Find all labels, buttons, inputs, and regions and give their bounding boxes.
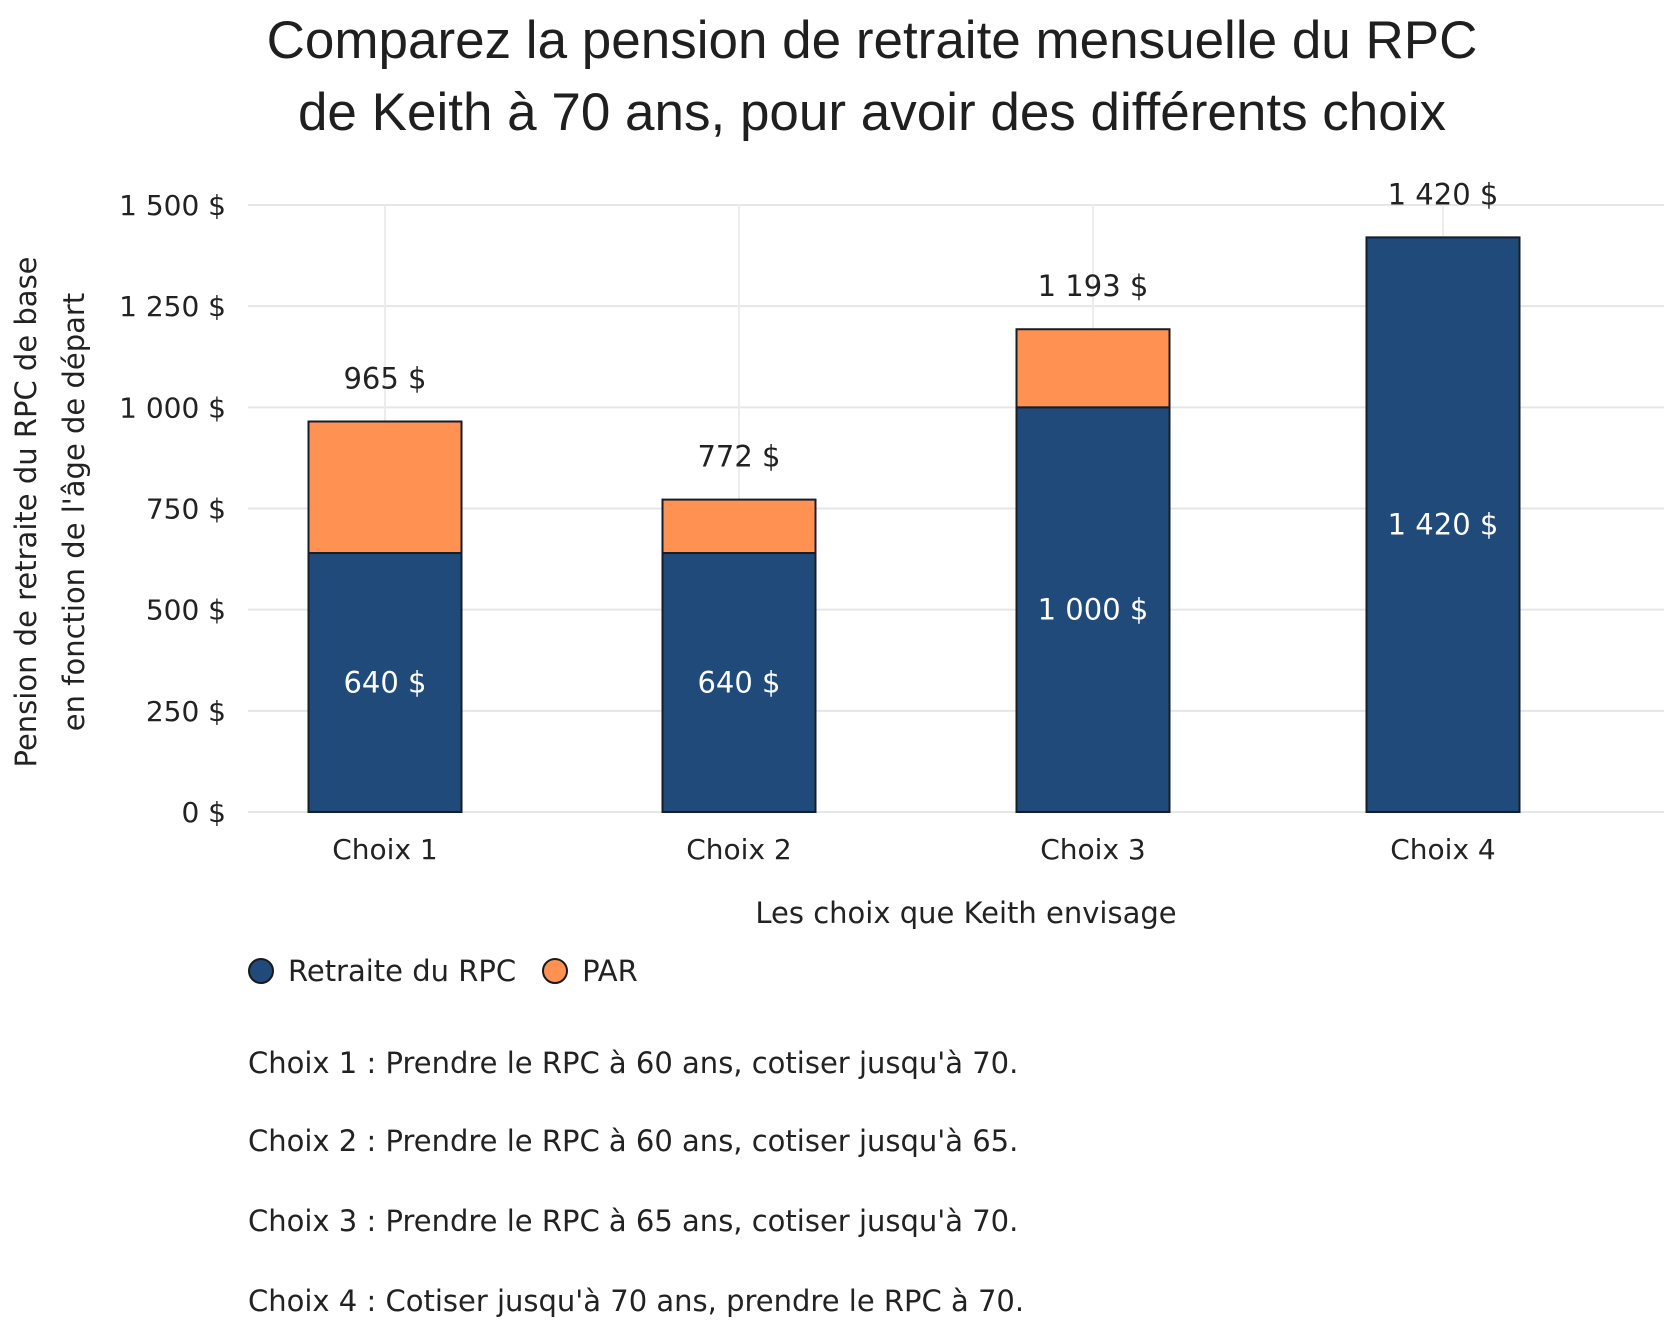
legend-swatch-par xyxy=(542,958,569,984)
bar-retraite-3 xyxy=(1015,406,1171,813)
y-tick-label-2: 500 $ xyxy=(146,594,226,627)
y-tick-label-1: 250 $ xyxy=(146,695,226,728)
chart-title-line-2: de Keith à 70 ans, pour avoir des différ… xyxy=(298,83,1446,142)
x-tick-label-3: Choix 3 xyxy=(1040,833,1146,866)
y-tick-label-6: 1 500 $ xyxy=(119,189,226,222)
note-choix-4: Choix 4 : Cotiser jusqu'à 70 ans, prendr… xyxy=(248,1284,1025,1318)
bar-par-3 xyxy=(1015,328,1171,409)
y-axis-title-line-1: Pension de retraite du RPC de base xyxy=(9,256,43,767)
x-tick-label-1: Choix 1 xyxy=(332,833,438,866)
y-tick-labels: 0 $ 250 $ 500 $ 750 $ 1 000 $ 1 250 $ 1 500 $ xyxy=(119,189,226,829)
bar-value-label-4: 1 420 $ xyxy=(1388,508,1499,542)
legend-label-par: PAR xyxy=(582,954,638,988)
x-axis-title: Les choix que Keith envisage xyxy=(755,896,1176,930)
legend-swatch-retraite xyxy=(248,958,274,984)
x-tick-label-2: Choix 2 xyxy=(686,833,792,866)
bar-retraite-1 xyxy=(307,552,463,813)
legend: Retraite du RPC PAR xyxy=(248,954,664,988)
x-tick-label-4: Choix 4 xyxy=(1390,833,1496,866)
note-choix-2: Choix 2 : Prendre le RPC à 60 ans, cotis… xyxy=(248,1124,1019,1158)
total-label-4: 1 420 $ xyxy=(1388,177,1499,211)
bar-par-2 xyxy=(661,498,817,555)
y-tick-label-4: 1 000 $ xyxy=(119,391,226,424)
total-label-2: 772 $ xyxy=(697,440,780,474)
y-tick-label-3: 750 $ xyxy=(146,493,226,526)
note-choix-1: Choix 1 : Prendre le RPC à 60 ans, cotis… xyxy=(248,1046,1019,1080)
note-choix-3: Choix 3 : Prendre le RPC à 65 ans, cotis… xyxy=(248,1204,1019,1238)
y-tick-label-5: 1 250 $ xyxy=(119,290,226,323)
legend-item-par: PAR xyxy=(542,954,638,988)
data-labels: 640 $ 965 $ 640 $ 772 $ 1 000 $ 1 193 $ 1 420 … xyxy=(343,177,1498,699)
bar-value-label-1: 640 $ xyxy=(343,666,426,700)
y-tick-label-0: 0 $ xyxy=(181,796,226,829)
total-label-1: 965 $ xyxy=(343,361,426,395)
y-axis-title-line-2: en fonction de l'âge de départ xyxy=(57,293,91,731)
bar-par-1 xyxy=(307,420,463,555)
legend-item-retraite: Retraite du RPC xyxy=(248,954,516,988)
bar-retraite-4 xyxy=(1365,236,1521,813)
chart-title-line-1: Comparez la pension de retraite mensuell… xyxy=(267,11,1478,70)
bar-value-label-3: 1 000 $ xyxy=(1038,593,1149,627)
bar-value-label-2: 640 $ xyxy=(697,666,780,700)
legend-label-retraite: Retraite du RPC xyxy=(288,954,517,988)
total-label-3: 1 193 $ xyxy=(1038,269,1149,303)
x-tick-labels: Choix 1 Choix 2 Choix 3 Choix 4 xyxy=(332,833,1496,866)
bars xyxy=(307,236,1521,813)
